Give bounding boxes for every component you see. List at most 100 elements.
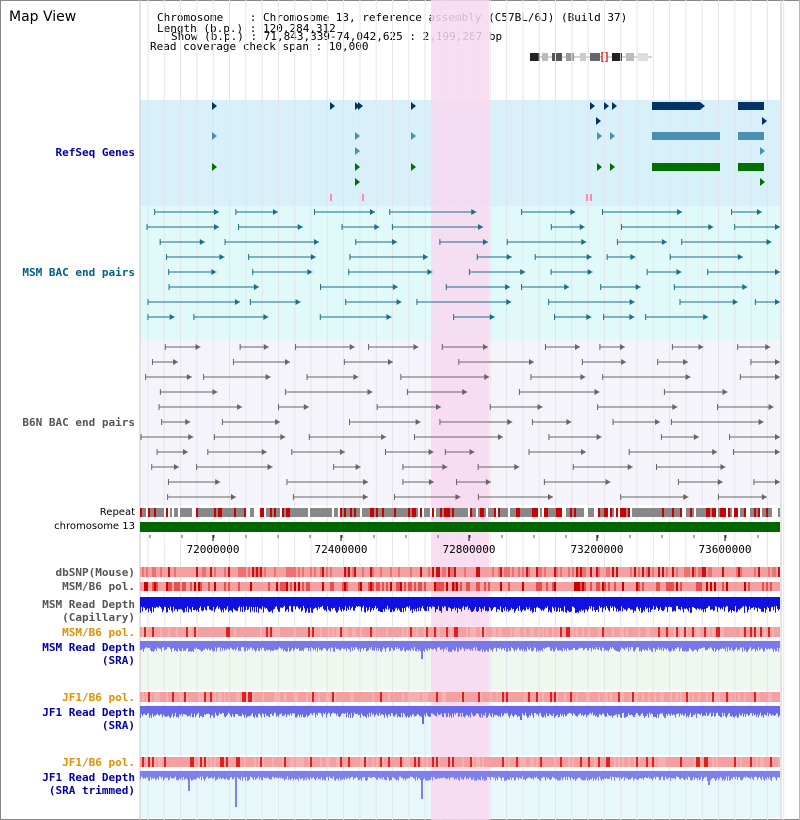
jf1-depth-trim-bar bbox=[647, 771, 648, 779]
gene-marker[interactable] bbox=[590, 102, 595, 110]
jf1-depth-bar bbox=[678, 706, 679, 714]
jf1-b6-pol-strip bbox=[414, 692, 416, 702]
msm-depth-capillary-bar bbox=[458, 597, 459, 608]
gene-marker[interactable] bbox=[610, 132, 615, 140]
msm-depth-capillary-bar bbox=[762, 597, 763, 612]
gene-marker[interactable] bbox=[212, 132, 217, 140]
jf1-b6-pol-2-strip bbox=[480, 757, 482, 767]
repeat-segment bbox=[398, 508, 400, 517]
msm-b6-pol-strip bbox=[632, 582, 634, 591]
gene-marker[interactable] bbox=[411, 102, 416, 110]
repeat-segment bbox=[264, 508, 266, 517]
gene-marker[interactable] bbox=[330, 102, 335, 110]
gene-marker[interactable] bbox=[212, 163, 217, 171]
gene-marker[interactable] bbox=[610, 163, 615, 171]
msm-b6-pol-strip bbox=[386, 582, 388, 591]
dbsnp-strip bbox=[250, 567, 252, 577]
jf1-depth-trim-bar bbox=[657, 771, 658, 777]
msm-depth-capillary-bar bbox=[245, 597, 246, 610]
msm-depth-sra-bar bbox=[714, 641, 715, 648]
msm-depth-sra-bar bbox=[470, 641, 471, 651]
gene-marker[interactable] bbox=[604, 102, 609, 110]
msm-depth-capillary-bar bbox=[395, 597, 396, 609]
msm-b6-pol-sra-strip bbox=[156, 627, 158, 637]
chromosome-overview-ideogram[interactable] bbox=[530, 52, 652, 62]
msm-depth-capillary-bar bbox=[471, 597, 472, 612]
gene-marker[interactable] bbox=[597, 163, 602, 171]
gene-marker[interactable] bbox=[355, 132, 360, 140]
msm-b6-pol-strip bbox=[472, 582, 474, 591]
msm-depth-capillary-bar bbox=[387, 597, 388, 606]
gene-marker[interactable] bbox=[700, 102, 705, 110]
msm-depth-sra-bar bbox=[554, 641, 555, 652]
gene-marker[interactable] bbox=[355, 102, 360, 110]
msm-depth-capillary-bar bbox=[753, 597, 754, 607]
dbsnp-strip bbox=[164, 567, 166, 577]
msm-depth-sra-bar bbox=[515, 641, 516, 650]
msm-depth-sra-bar bbox=[140, 641, 141, 650]
dbsnp-strip bbox=[776, 567, 778, 577]
msm-b6-pol-sra-strip bbox=[618, 627, 620, 637]
msm-depth-capillary-bar bbox=[707, 597, 708, 608]
msm-b6-pol-sra-strip bbox=[146, 627, 148, 637]
msm-b6-pol-sra-strip bbox=[482, 627, 484, 637]
msm-b6-pol-strip bbox=[606, 582, 608, 591]
jf1-depth-bar bbox=[448, 706, 449, 714]
repeat-segment bbox=[336, 508, 338, 517]
jf1-depth-bar bbox=[474, 706, 475, 717]
jf1-depth-bar bbox=[429, 706, 430, 717]
msm-bac-end-arrow bbox=[374, 224, 380, 230]
jf1-depth-bar bbox=[403, 706, 404, 713]
msm-depth-sra-bar bbox=[540, 641, 541, 652]
gene-marker[interactable] bbox=[411, 163, 416, 171]
gene-marker[interactable] bbox=[596, 117, 601, 125]
jf1-b6-pol-strip bbox=[164, 692, 166, 702]
gene-marker[interactable] bbox=[760, 178, 765, 186]
msm-depth-capillary-bar bbox=[537, 597, 538, 607]
msm-depth-sra-bar bbox=[582, 641, 583, 648]
dbsnp-strip bbox=[770, 567, 772, 577]
repeat-segment bbox=[232, 508, 234, 517]
gene-marker[interactable] bbox=[612, 102, 617, 110]
jf1-b6-pol-2-strip bbox=[582, 757, 584, 767]
jf1-depth-bar bbox=[323, 706, 324, 713]
repeat-segment bbox=[314, 508, 316, 517]
dbsnp-strip bbox=[574, 567, 576, 577]
jf1-depth-trim-bar bbox=[353, 771, 354, 780]
gene-marker[interactable] bbox=[212, 102, 217, 110]
msm-depth-sra-bar bbox=[703, 641, 704, 648]
repeat-segment bbox=[310, 508, 312, 517]
jf1-depth-bar bbox=[296, 706, 297, 718]
msm-depth-sra-bar bbox=[715, 641, 716, 652]
msm-depth-sra-bar bbox=[702, 641, 703, 648]
msm-b6-pol-strip bbox=[324, 582, 326, 591]
gene-marker[interactable] bbox=[355, 147, 360, 155]
msm-b6-pol-sra-strip bbox=[656, 627, 658, 637]
jf1-b6-pol-strip bbox=[246, 692, 248, 702]
msm-depth-capillary-bar bbox=[758, 597, 759, 608]
msm-depth-sra-bar bbox=[613, 641, 614, 649]
msm-depth-capillary-bar bbox=[540, 597, 541, 610]
gene-marker[interactable] bbox=[411, 132, 416, 140]
msm-b6-pol-sra-strip bbox=[642, 627, 644, 637]
dbsnp-strip bbox=[666, 567, 668, 577]
jf1-depth-bar bbox=[568, 706, 569, 714]
jf1-b6-pol-strip bbox=[544, 692, 546, 702]
jf1-b6-pol-strip bbox=[236, 692, 238, 702]
msm-depth-sra-bar bbox=[779, 641, 780, 649]
gene-marker[interactable] bbox=[762, 117, 767, 125]
jf1-b6-pol-2-strip bbox=[598, 757, 600, 767]
msm-b6-pol-sra-strip bbox=[356, 627, 358, 637]
gene-marker[interactable] bbox=[355, 178, 360, 186]
gene-marker[interactable] bbox=[355, 163, 360, 171]
msm-b6-pol-strip bbox=[668, 582, 670, 591]
jf1-depth-trim-bar bbox=[160, 771, 161, 777]
gene-marker[interactable] bbox=[358, 102, 363, 110]
gene-marker[interactable] bbox=[597, 132, 602, 140]
msm-depth-capillary-bar bbox=[612, 597, 613, 607]
dbsnp-strip bbox=[596, 567, 598, 577]
b6n-bac-end-arrow bbox=[363, 479, 369, 485]
gene-marker[interactable] bbox=[760, 147, 765, 155]
jf1-depth-trim-bar bbox=[469, 771, 470, 778]
